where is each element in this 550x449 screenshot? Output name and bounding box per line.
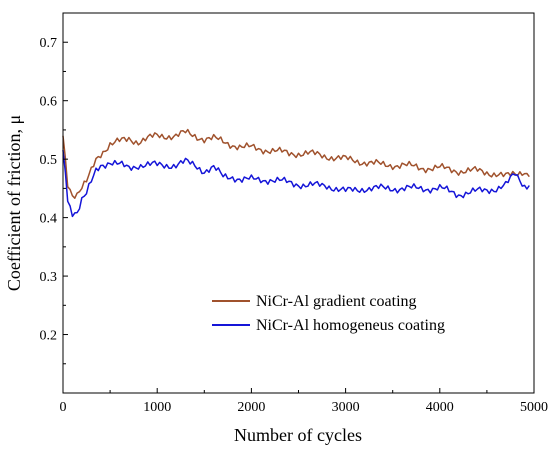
- y-tick-label: 0.3: [40, 270, 58, 285]
- legend: NiCr-Al gradient coating NiCr-Al homogene…: [212, 293, 445, 334]
- x-tick-label: 1000: [143, 400, 171, 415]
- y-tick-label: 0.7: [40, 36, 58, 51]
- series-line-1: [62, 128, 530, 199]
- x-tick-label: 2000: [237, 400, 265, 415]
- plot-lines: [62, 128, 530, 218]
- y-axis: 0.2 0.3 0.4 0.5 0.6 0.7: [40, 12, 68, 365]
- y-tick-label: 0.6: [40, 95, 58, 110]
- x-tick-label: 3000: [332, 400, 360, 415]
- plot-frame: [62, 12, 535, 394]
- x-tick-label: 5000: [520, 400, 548, 415]
- y-axis-title: Coefficient of friction, μ: [4, 115, 24, 291]
- x-axis-title: Number of cycles: [234, 425, 362, 445]
- x-tick-label: 4000: [426, 400, 454, 415]
- legend-label: NiCr-Al homogeneus coating: [256, 317, 445, 334]
- x-tick-label: 0: [60, 400, 67, 415]
- x-axis: 0 1000 2000 3000 4000 5000: [60, 388, 548, 415]
- y-tick-label: 0.4: [40, 212, 58, 227]
- y-tick-label: 0.2: [40, 329, 58, 344]
- legend-label: NiCr-Al gradient coating: [256, 293, 417, 310]
- series-line-2: [62, 150, 530, 218]
- y-tick-label: 0.5: [40, 153, 58, 168]
